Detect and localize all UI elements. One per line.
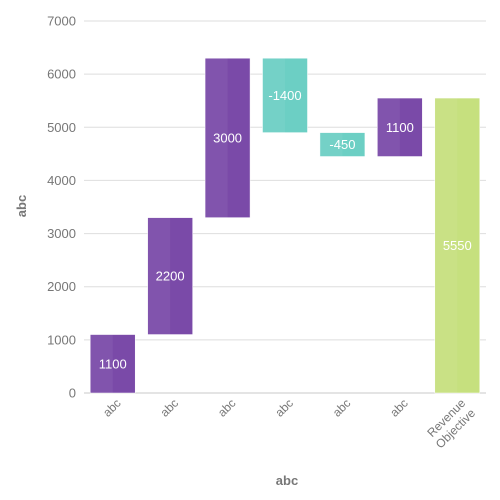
x-tick-label-line: abc	[387, 396, 411, 420]
waterfall-bar-increase[interactable]	[89, 334, 136, 394]
x-tick-label-line: abc	[158, 396, 182, 420]
y-tick-label: 4000	[47, 173, 76, 188]
bar-highlight	[319, 132, 343, 157]
bar-data-label: -1400	[268, 88, 301, 103]
x-axis-title: abc	[276, 473, 298, 488]
x-tick-label-line: abc	[272, 396, 296, 420]
y-tick-label: 5000	[47, 120, 76, 135]
waterfall-bar-total[interactable]	[434, 97, 481, 394]
bar-data-label: 1100	[386, 120, 414, 135]
waterfall-bar-decrease[interactable]	[262, 57, 308, 133]
bar-highlight	[377, 98, 400, 157]
bar-highlight	[434, 98, 458, 394]
x-tick-label: abc	[330, 396, 354, 420]
waterfall-bar-increase[interactable]	[377, 97, 423, 157]
bar-highlight	[147, 217, 171, 335]
y-tick-label: 2000	[47, 279, 76, 294]
x-tick-label-line: abc	[100, 396, 124, 420]
y-tick-label: 7000	[47, 14, 76, 29]
y-axis-title: abc	[14, 195, 29, 217]
bar-data-label: 2200	[156, 269, 185, 284]
bar-highlight	[262, 58, 285, 133]
bar-highlight	[90, 334, 113, 393]
x-tick-label: abc	[215, 396, 239, 420]
bar-data-label: 5550	[443, 238, 472, 253]
waterfall-bar-increase[interactable]	[204, 57, 251, 218]
y-axis: 0 1000 2000 3000 4000 5000 6000 7000	[47, 14, 76, 401]
waterfall-bar-increase[interactable]	[147, 217, 193, 335]
y-tick-label: 0	[69, 386, 76, 401]
bar-data-label: 1100	[99, 356, 127, 371]
bar-layer	[89, 57, 481, 394]
x-tick-label: abc	[158, 396, 182, 420]
y-tick-label: 3000	[47, 226, 76, 241]
bar-data-label: -450	[329, 137, 355, 152]
y-tick-label: 6000	[47, 67, 76, 82]
x-tick-label: abc	[100, 396, 124, 420]
bar-data-label: 3000	[213, 130, 242, 145]
x-tick-label: abc	[272, 396, 296, 420]
bar-highlight	[205, 58, 228, 218]
x-tick-label-line: abc	[215, 396, 239, 420]
x-tick-label-line: abc	[330, 396, 354, 420]
x-tick-label: abc	[387, 396, 411, 420]
y-tick-label: 1000	[47, 332, 76, 347]
data-label-layer: 1100 2200 3000 -1400 -450 1100 5550	[99, 88, 472, 371]
waterfall-bar-decrease[interactable]	[319, 132, 366, 157]
